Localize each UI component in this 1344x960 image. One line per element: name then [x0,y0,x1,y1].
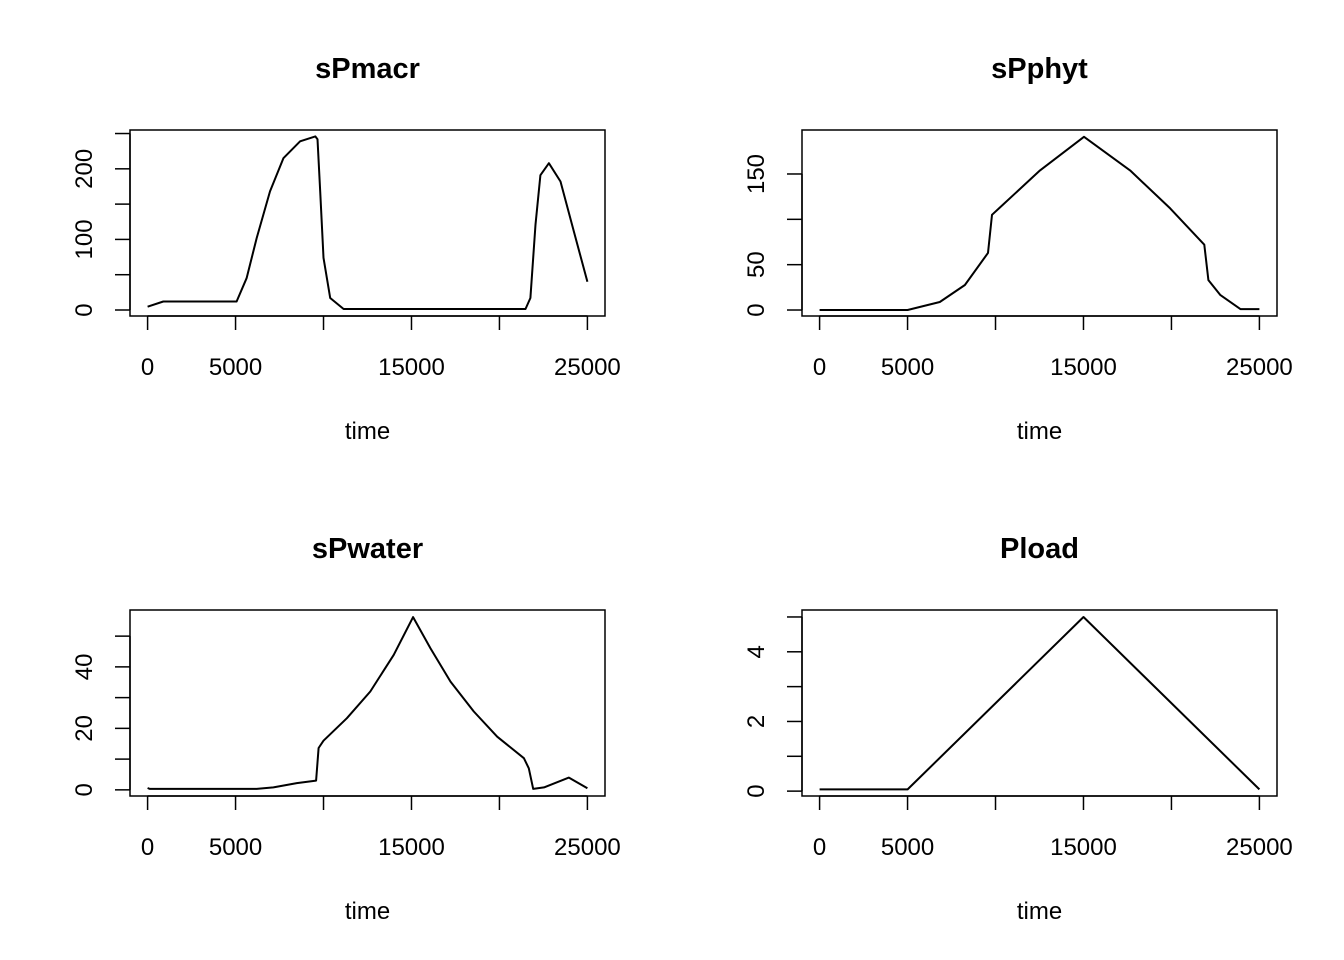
y-tick-label: 2 [743,715,770,728]
series-line-sPphyt [819,135,1260,311]
x-tick-label: 0 [813,834,826,861]
series-line-sPmacr [147,135,589,310]
chart-title: sPmacr [315,53,420,85]
panel-sPwater: sPwater time 0 5000 15000 25000 0 20 40 [71,533,621,925]
y-tick-label: 0 [743,303,770,316]
x-tick-label: 5000 [209,834,262,861]
y-tick-label: 150 [743,154,770,194]
x-axis-label: time [1017,418,1062,445]
x-tick-label: 15000 [1050,354,1117,381]
x-axis-label: time [345,898,390,925]
x-tick-label: 15000 [378,354,445,381]
panel-sPphyt: sPphyt time 0 5000 15000 25000 0 50 150 [743,53,1293,445]
chart-title: sPwater [312,533,423,565]
y-tick-label: 50 [743,251,770,278]
plot-box [129,609,606,797]
x-axis-label: time [1017,898,1062,925]
series-line-sPwater [147,616,588,790]
x-tick-label: 25000 [1226,354,1293,381]
series-line-Pload [819,616,1261,791]
x-tick-label: 0 [141,834,154,861]
plot-box [129,129,606,317]
x-tick-label: 5000 [209,354,262,381]
x-tick-label: 0 [141,354,154,381]
plot-box [801,129,1278,317]
y-tick-label: 100 [71,219,98,259]
y-tick-label: 0 [71,303,98,316]
chart-title: Pload [1000,533,1079,565]
y-tick-label: 4 [743,645,770,658]
y-tick-label: 0 [743,784,770,797]
x-tick-label: 25000 [554,354,621,381]
x-tick-label: 5000 [881,834,934,861]
x-tick-label: 25000 [1226,834,1293,861]
plot-box [801,609,1278,797]
x-tick-label: 15000 [378,834,445,861]
x-tick-label: 5000 [881,354,934,381]
y-tick-label: 200 [71,149,98,189]
x-tick-label: 0 [813,354,826,381]
x-axis-label: time [345,418,390,445]
y-tick-label: 20 [71,715,98,742]
panel-sPmacr: sPmacr time 0 5000 15000 25000 0 100 200 [71,53,621,445]
x-tick-label: 15000 [1050,834,1117,861]
chart-title: sPphyt [991,53,1088,85]
x-tick-label: 25000 [554,834,621,861]
y-tick-label: 0 [71,783,98,796]
y-tick-label: 40 [71,654,98,681]
panel-Pload: Pload time 0 5000 15000 25000 0 2 4 [743,533,1293,925]
